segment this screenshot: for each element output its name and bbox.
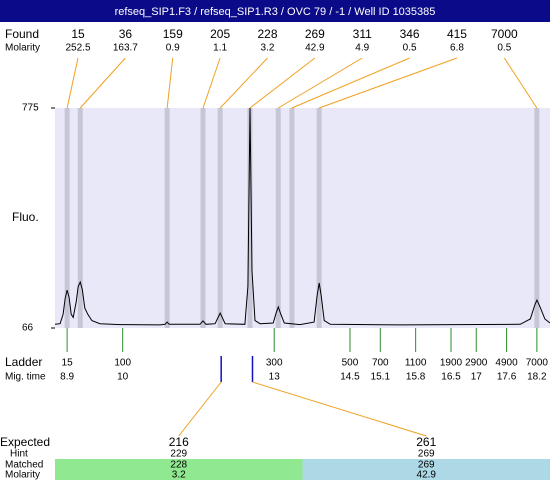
found-molarity: 3.2 (261, 43, 275, 54)
matched-molarity: 3.2 (172, 470, 186, 480)
found-molarity: 42.9 (305, 43, 325, 54)
molarity-label: Molarity (5, 43, 40, 54)
found-label: Found (5, 27, 39, 41)
matched-size: 269 (418, 460, 435, 471)
found-size: 159 (163, 27, 183, 41)
matched-size: 228 (170, 460, 187, 471)
mig-time-label: Mig. time (5, 372, 46, 383)
ladder-size: 100 (114, 358, 131, 369)
found-molarity: 252.5 (65, 43, 90, 54)
expected-size: 216 (169, 435, 189, 449)
mig-time: 15.8 (406, 372, 426, 383)
matched-cell (55, 459, 303, 480)
found-molarity: 163.7 (113, 43, 138, 54)
mig-time: 14.5 (340, 372, 360, 383)
mig-time: 15.1 (371, 372, 391, 383)
matched-label: Matched (5, 460, 43, 471)
plot-area (55, 108, 550, 328)
ladder-size: 1100 (405, 358, 427, 369)
mig-time: 13 (269, 372, 281, 383)
found-connector (66, 57, 79, 109)
trace (54, 107, 550, 326)
ladder-label: Ladder (5, 355, 42, 369)
found-connector (249, 57, 316, 109)
found-size: 311 (353, 27, 372, 41)
mig-time: 16.5 (441, 372, 461, 383)
found-connector (219, 57, 268, 109)
peak-band (316, 108, 322, 328)
peak-band (164, 108, 170, 328)
hint-size: 269 (418, 449, 435, 460)
hint-size: 229 (170, 449, 187, 460)
ladder-size: 300 (266, 358, 283, 369)
peak-band (200, 108, 206, 328)
expected-label: Expected (0, 435, 50, 449)
found-connector (277, 57, 363, 109)
found-molarity: 4.9 (355, 43, 369, 54)
hint-label: Hint (10, 449, 28, 460)
found-connector (79, 57, 126, 109)
found-size: 36 (119, 27, 133, 41)
y-axis-label: Fluo. (12, 210, 39, 224)
chart-title: refseq_SIP1.F3 / refseq_SIP1.R3 / OVC 79… (115, 6, 436, 18)
found-connector (166, 57, 174, 109)
found-molarity: 1.1 (213, 43, 227, 54)
matched-cell (302, 459, 550, 480)
ladder-size: 1900 (440, 358, 463, 369)
ladder-size: 7000 (526, 358, 549, 369)
found-molarity: 0.9 (166, 43, 180, 54)
ladder-size: 700 (372, 358, 389, 369)
peak-band (217, 108, 223, 328)
peak-band (275, 108, 281, 328)
ladder-size: 500 (342, 358, 359, 369)
mig-time: 17 (471, 372, 483, 383)
peak-band (247, 108, 253, 328)
found-connector (202, 57, 221, 109)
expected-size: 261 (416, 435, 436, 449)
y-tick-label: 775 (22, 103, 39, 114)
mig-time: 17.6 (497, 372, 517, 383)
found-size: 346 (400, 27, 420, 41)
peak-band (64, 108, 70, 328)
found-connector (291, 57, 410, 109)
found-connector (503, 57, 538, 109)
mig-time: 10 (117, 372, 129, 383)
matched-molarity: 42.9 (417, 470, 437, 480)
found-molarity: 6.8 (450, 43, 464, 54)
found-size: 228 (257, 27, 277, 41)
ladder-size: 2900 (465, 358, 488, 369)
ladder-size: 4900 (495, 358, 518, 369)
found-molarity: 0.5 (403, 43, 417, 54)
ladder-size: 15 (62, 358, 74, 369)
found-size: 15 (71, 27, 85, 41)
title-bar (0, 0, 550, 22)
peak-band (289, 108, 295, 328)
peak-band (534, 108, 540, 328)
expected-connector (178, 381, 222, 437)
y-tick-label: 66 (22, 323, 34, 334)
found-connector (318, 57, 458, 109)
found-size: 415 (447, 27, 467, 41)
found-size: 205 (210, 27, 230, 41)
mig-time: 8.9 (60, 372, 74, 383)
expected-molarity-label: Molarity (5, 470, 40, 480)
found-size: 269 (305, 27, 325, 41)
found-size: 7000 (491, 27, 518, 41)
mig-time: 18.2 (527, 372, 547, 383)
expected-connector (252, 381, 427, 437)
found-molarity: 0.5 (497, 43, 511, 54)
peak-band (77, 108, 83, 328)
